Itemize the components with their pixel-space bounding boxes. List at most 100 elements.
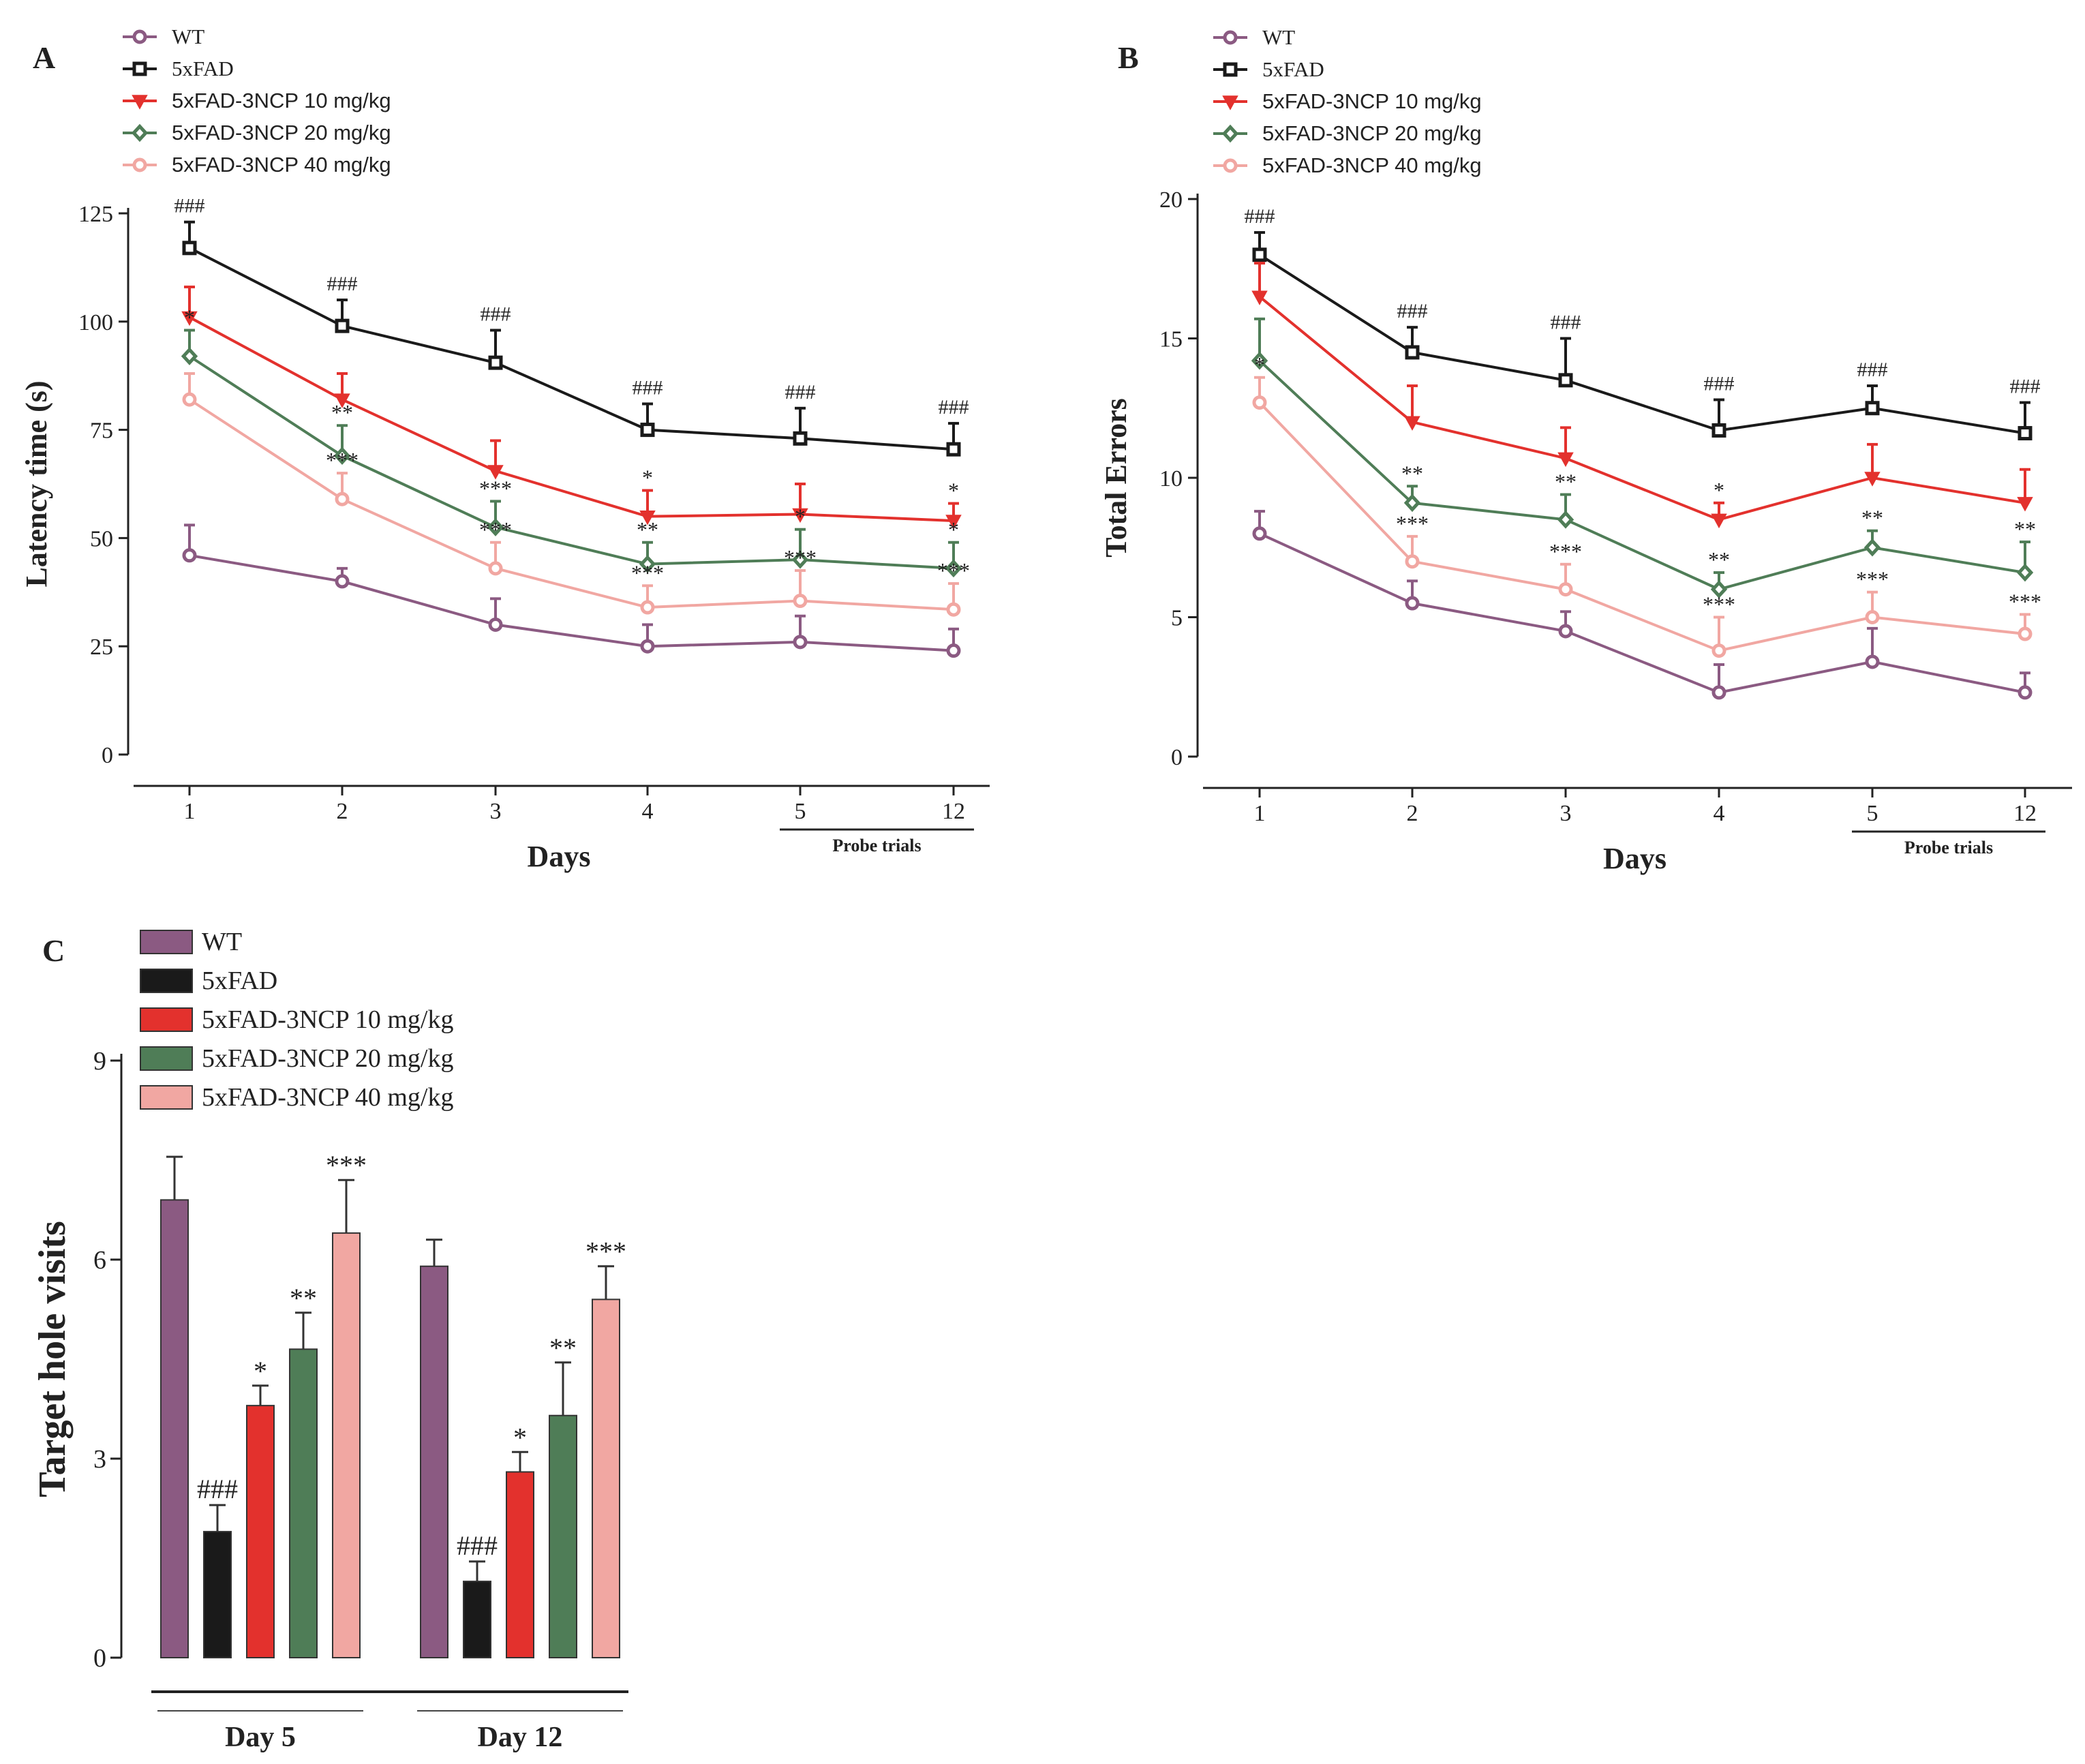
- data-point-B-WT: [1252, 526, 1267, 541]
- significance-label-A-10mg: *: [948, 478, 959, 503]
- data-point-B-40mg: [1711, 643, 1726, 658]
- panel-C: C WT 5xFAD 5xFAD-3NCP 10 mg/kg 5xFAD-3NCP 20…: [31, 928, 628, 1753]
- y-tick-label-B: 0: [1171, 745, 1183, 770]
- panel-B-legend-label-5xFAD: 5xFAD: [1262, 57, 1324, 81]
- series-A-20mg: **********: [181, 305, 962, 578]
- significance-label-A-10mg: *: [642, 466, 653, 490]
- data-point-B-40mg: [1558, 582, 1573, 597]
- data-point-B-10mg: [1404, 416, 1420, 431]
- probe-label-A: Probe trials: [832, 836, 921, 855]
- significance-label-A-5xFAD: ###: [785, 381, 816, 404]
- panel-B-legend-label-WT: WT: [1262, 25, 1295, 49]
- significance-label-B-5xFAD: ###: [2010, 376, 2041, 398]
- data-point-B-20mg: [1863, 538, 1881, 557]
- y-tick-label-B: 15: [1159, 327, 1183, 352]
- data-point-B-WT: [1865, 654, 1880, 669]
- significance-label-A-20mg: ***: [479, 476, 512, 500]
- panel-B-legend-marker-WT: [1223, 30, 1238, 45]
- panel-A-legend-label-20mg: 5xFAD-3NCP 20 mg/kg: [172, 121, 391, 145]
- significance-label-C-5xFAD: ###: [197, 1474, 238, 1504]
- significance-label-B-5xFAD: ###: [1551, 311, 1581, 334]
- series-B-WT: [1252, 510, 2033, 700]
- significance-label-C-10mg: *: [254, 1356, 267, 1386]
- significance-label-C-40mg: ***: [326, 1150, 367, 1181]
- panel-A-legend-label-WT: WT: [172, 25, 204, 48]
- significance-label-A-40mg: ***: [326, 448, 359, 472]
- bar-40mg-0: [332, 1232, 361, 1658]
- series-line-B-40mg: [1258, 401, 2026, 652]
- x-tick-label-A: 1: [184, 799, 196, 824]
- data-point-A-20mg: [333, 446, 351, 466]
- data-point-B-10mg: [2017, 497, 2033, 512]
- significance-label-B-10mg: *: [1714, 478, 1724, 502]
- significance-label-C-20mg: **: [290, 1283, 317, 1313]
- data-point-A-5xFAD: [182, 241, 197, 256]
- panel-A-legend-marker-20mg: [131, 123, 149, 142]
- data-point-B-5xFAD: [2018, 426, 2033, 441]
- data-point-B-5xFAD: [1865, 401, 1880, 416]
- data-point-A-40mg: [640, 600, 655, 615]
- x-tick-label-B: 3: [1560, 801, 1572, 826]
- series-line-B-20mg: [1258, 359, 2026, 591]
- significance-label-A-20mg: *: [948, 517, 959, 542]
- significance-label-C-20mg: **: [549, 1333, 577, 1363]
- data-point-B-10mg: [1864, 472, 1881, 487]
- x-tick-label-A: 12: [942, 799, 965, 824]
- data-point-B-20mg: [1710, 580, 1728, 598]
- significance-label-A-5xFAD: ###: [174, 195, 205, 217]
- data-point-A-20mg: [945, 559, 962, 578]
- bar-5xFAD-1: [463, 1581, 491, 1658]
- panel-B-legend-marker-5xFAD: [1223, 62, 1238, 77]
- y-tick-label-A: 25: [90, 635, 113, 660]
- significance-label-B-5xFAD: ###: [1397, 300, 1428, 322]
- series-line-B-10mg: [1258, 295, 2026, 521]
- y-tick-label-A: 100: [78, 310, 113, 335]
- significance-label-B-20mg: **: [1555, 470, 1577, 494]
- panel-A-legend-marker-5xFAD: [132, 61, 147, 76]
- series-line-A-5xFAD: [189, 247, 954, 451]
- panel-B-legend-marker-10mg: [1222, 95, 1238, 110]
- series-B-10mg: *: [1251, 262, 2033, 529]
- data-point-B-5xFAD: [1405, 345, 1420, 360]
- significance-label-A-40mg: ***: [784, 545, 817, 570]
- x-tick-label-A: 5: [795, 799, 806, 824]
- panel-A-legend-marker-WT: [132, 29, 147, 44]
- bar-20mg-1: [549, 1414, 577, 1659]
- data-point-A-WT: [640, 639, 655, 654]
- panel-label-B: B: [1118, 40, 1139, 75]
- significance-label-B-40mg: *: [1254, 352, 1265, 377]
- data-point-B-WT: [1405, 596, 1420, 611]
- data-point-B-40mg: [1252, 395, 1267, 410]
- significance-label-A-5xFAD: ###: [327, 273, 358, 295]
- y-tick-label-B: 5: [1171, 606, 1183, 631]
- series-line-B-5xFAD: [1258, 254, 2026, 435]
- data-point-A-5xFAD: [640, 423, 655, 438]
- data-point-B-20mg: [1557, 511, 1574, 529]
- y-axis-title-C: Target hole visits: [31, 1221, 74, 1497]
- panel-A-legend-label-5xFAD: 5xFAD: [172, 57, 234, 80]
- data-point-A-10mg: [792, 508, 808, 523]
- significance-label-A-40mg: ***: [479, 517, 512, 542]
- panel-C-legend-label-10mg: 5xFAD-3NCP 10 mg/kg: [202, 1005, 453, 1034]
- data-point-A-WT: [488, 617, 503, 632]
- panel-label-A: A: [33, 40, 55, 75]
- data-point-A-40mg: [793, 594, 808, 609]
- data-point-B-10mg: [1711, 513, 1727, 529]
- data-point-A-10mg: [639, 510, 656, 526]
- bar-WT-0: [160, 1199, 189, 1658]
- panel-C-legend-label-5xFAD: 5xFAD: [202, 967, 277, 995]
- data-point-A-20mg: [181, 347, 198, 365]
- series-B-5xFAD: ### ### ### ### ### ###: [1245, 205, 2041, 441]
- significance-label-B-20mg: **: [1708, 547, 1730, 572]
- x-tick-label-B: 5: [1867, 801, 1878, 826]
- series-B-40mg: ****************: [1252, 352, 2041, 658]
- y-tick-label-A: 125: [78, 202, 113, 227]
- significance-label-B-40mg: ***: [1703, 592, 1735, 617]
- significance-label-A-20mg: *: [184, 305, 195, 330]
- significance-label-B-5xFAD: ###: [1857, 359, 1888, 381]
- y-tick-label-A: 0: [102, 743, 113, 768]
- x-tick-label-B: 12: [2013, 801, 2037, 826]
- significance-label-A-40mg: ***: [937, 558, 970, 583]
- x-tick-label-A: 4: [642, 799, 654, 824]
- panel-A-legend-label-10mg: 5xFAD-3NCP 10 mg/kg: [172, 89, 391, 112]
